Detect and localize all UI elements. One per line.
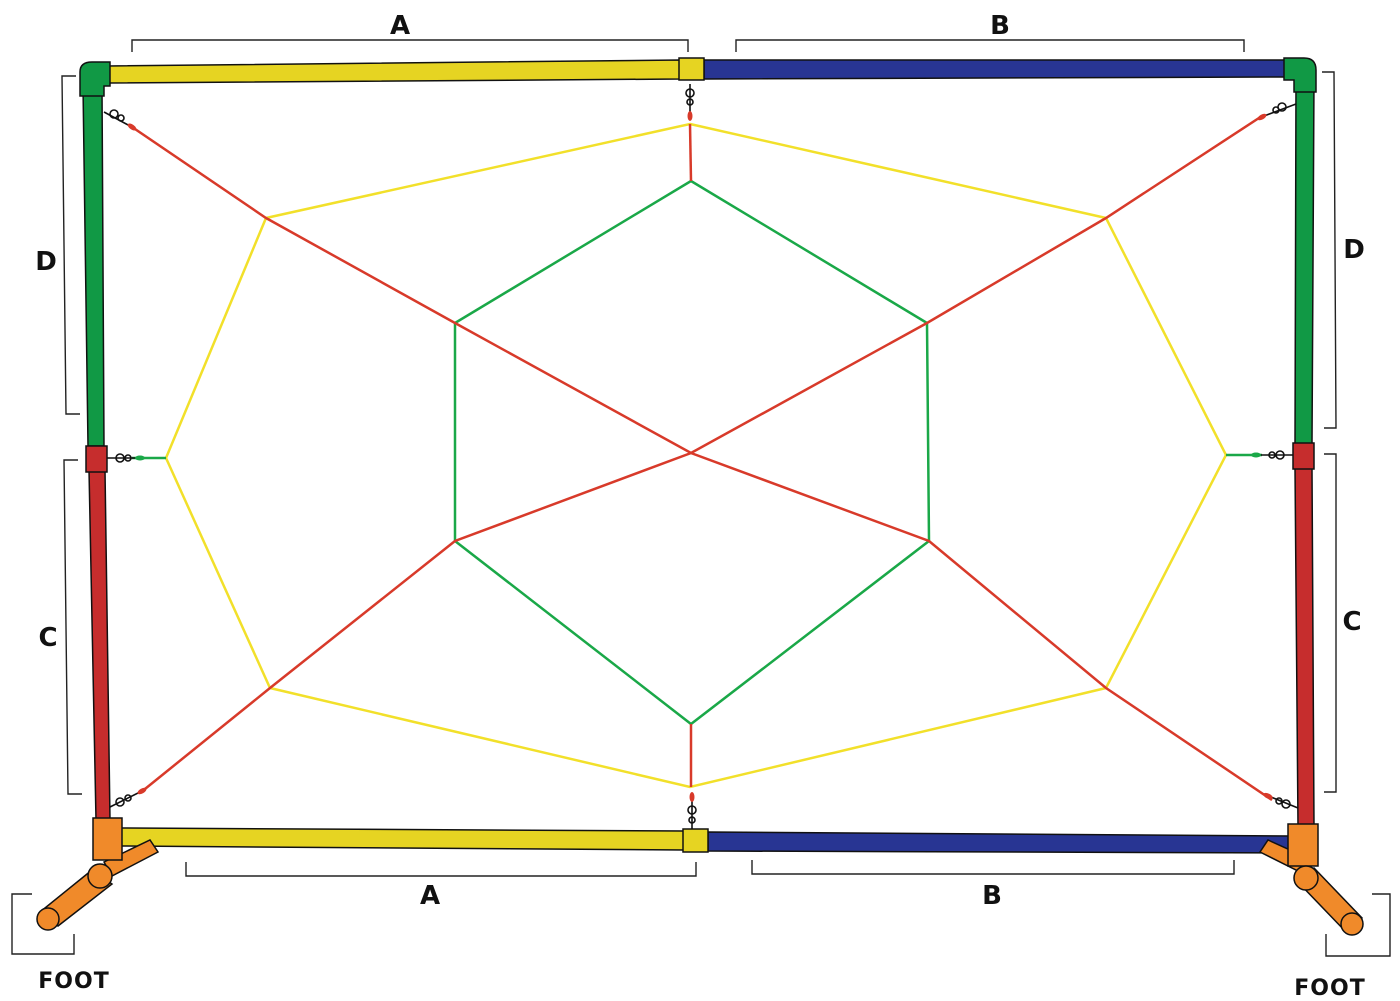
bracket-foot-left [11,893,75,955]
labels: A B A B D C D C FOOT FOOT [35,11,1365,1001]
bracket-top-a [131,39,689,52]
pipe-top-a [107,59,681,84]
clip-right-middle [1251,450,1294,460]
clip-hardware [103,84,1299,830]
bracket-left-c [63,459,82,795]
bracket-bottom-a [185,862,697,877]
clip-top-center [685,84,695,121]
clip-top-left [103,109,137,131]
foot-right-end-cap [1340,912,1364,936]
clip-top-right [1257,102,1297,121]
pipe-bottom-a [119,827,685,851]
label-right-d: D [1343,235,1365,265]
clip-bottom-right [1263,792,1299,809]
clip-left-middle [106,453,145,463]
pipe-bottom-b [707,831,1291,854]
label-top-a: A [390,11,410,41]
foot-left-end-cap [36,907,60,931]
dimension-brackets [11,39,1391,957]
net-cords [131,114,1273,802]
label-left-c: C [38,623,57,653]
coupler-left-middle [85,445,108,473]
label-top-b: B [990,11,1010,41]
label-bottom-a: A [420,881,440,911]
elbow-top-left [79,61,111,97]
bracket-right-c [1324,453,1337,793]
red-cord-top-link [688,123,693,182]
label-bottom-b: B [982,881,1002,911]
bracket-right-d [1322,71,1337,429]
pipes [82,59,1315,854]
pipe-top-b [703,59,1287,80]
bracket-top-b [735,39,1245,52]
pipe-right-d [1294,79,1315,445]
bracket-bottom-b [751,860,1235,875]
coupler-right-middle [1292,442,1315,470]
elbow-top-right [1283,57,1317,93]
fittings [79,57,1317,853]
coupler-top [678,57,705,81]
clip-bottom-center [687,792,697,830]
clip-bottom-left [107,787,147,809]
pipe-left-d [82,85,105,447]
label-left-d: D [35,247,57,277]
foot-left [36,817,160,931]
foot-right [1258,823,1364,936]
label-foot-right: FOOT [1294,976,1365,1001]
pipe-right-c [1294,467,1315,827]
red-cord-diagonal-upper-right-to-lower-left [139,114,1263,794]
bracket-foot-right [1325,893,1391,957]
pipe-left-c [88,469,111,821]
label-foot-left: FOOT [38,969,109,994]
bracket-left-d [61,75,80,415]
label-right-c: C [1342,607,1361,637]
coupler-bottom [682,828,709,853]
red-cord-diagonal-upper-left-to-lower-right [131,125,1273,802]
